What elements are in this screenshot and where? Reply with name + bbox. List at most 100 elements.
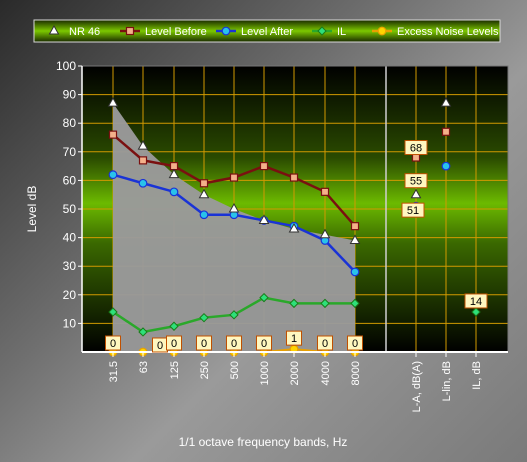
excess-value-label-box: [256, 335, 272, 351]
y-tick-label: 70: [63, 145, 77, 159]
level-after-point: [138, 178, 148, 188]
excess-value-label: 0: [157, 340, 163, 352]
il-point: [138, 327, 148, 337]
il-point: [350, 298, 360, 309]
excess-value-label-box: [347, 335, 363, 351]
level-before-point: [199, 179, 209, 188]
x-tick-label: 31.5: [108, 361, 120, 382]
y-tick-label: 40: [63, 231, 77, 245]
legend-label-level-before: Level Before: [145, 26, 207, 38]
y-tick-label: 80: [63, 116, 77, 130]
x-tick-label-summary: L-A, dB(A): [411, 361, 423, 412]
excess-value-label: 0: [352, 338, 358, 350]
nr-46-point: [319, 228, 331, 239]
series-layer: [107, 97, 481, 357]
il-summary-point: [471, 307, 481, 317]
legend-swatch-marker-level-before: [125, 26, 135, 36]
y-tick-label: 90: [63, 88, 77, 102]
x-tick-label: 500: [229, 361, 241, 379]
x-tick-label: 63: [138, 361, 150, 373]
legend-box: [33, 19, 501, 43]
excess-value-label: 0: [201, 338, 207, 350]
summary-value-label-box: [404, 173, 428, 189]
y-tick-label: 20: [63, 288, 77, 302]
x-tick-label: 1000: [259, 361, 271, 385]
level-after-point: [169, 187, 179, 197]
legend-swatch-marker-excess-noise-levels: [377, 26, 387, 36]
level-before-point: [169, 162, 179, 171]
y-tick-label: 60: [63, 173, 77, 187]
nr46-area-fill: [113, 103, 355, 353]
il-point: [169, 321, 179, 331]
legend-label-il: IL: [337, 26, 346, 38]
x-tick-label-summary: IL, dB: [471, 361, 483, 390]
legend-swatch-marker-level-after: [221, 26, 231, 36]
il-point: [108, 307, 118, 317]
excess-value-label-box: [105, 335, 121, 351]
y-tick-label: 50: [63, 202, 77, 216]
x-tick-label: 4000: [320, 361, 332, 385]
legend-label-excess-noise-levels: Excess Noise Levels: [397, 26, 499, 38]
summary-value-label: 51: [407, 205, 419, 217]
excess-value-label-box: [286, 330, 302, 346]
summary-value-label: 55: [410, 176, 422, 188]
nr-46-point: [288, 223, 300, 233]
level-before-point: [138, 156, 148, 165]
x-tick-label: 8000: [350, 361, 362, 385]
excess-value-label-box: [166, 335, 182, 351]
x-tick-label: 250: [199, 361, 211, 379]
level-before-summary-point: [441, 127, 451, 136]
nr-46-summary-point: [410, 188, 422, 199]
summary-value-label-box: [404, 140, 428, 156]
x-axis-title: 1/1 octave frequency bands, Hz: [179, 435, 348, 449]
excess-value-label-box: [226, 335, 242, 351]
summary-value-label-box: [464, 293, 488, 309]
level-after-point: [108, 170, 118, 180]
excess-value-label: 0: [231, 338, 237, 350]
level-before-point: [350, 222, 360, 231]
legend: NR 46 Level Before Level After IL Excess Noi…: [33, 19, 501, 43]
level-after-point: [350, 267, 360, 277]
legend-label-level-after: Level After: [241, 26, 293, 38]
il-point: [259, 292, 269, 303]
summary-value-label: 68: [410, 143, 422, 155]
summary-value-label-box: [401, 202, 425, 218]
excess-value-label-box: [317, 335, 333, 351]
nr-46-point: [258, 214, 270, 224]
level-before-point: [108, 130, 118, 139]
legend-swatch-marker-il: [317, 26, 327, 36]
nr-46-summary-point: [440, 97, 452, 107]
nr-46-point: [198, 188, 210, 199]
excess-value-label: 1: [291, 333, 297, 345]
level-before-summary-point: [411, 153, 421, 162]
level-before-point: [320, 187, 330, 196]
level-after-point: [199, 210, 209, 220]
legend-label-nr-46: NR 46: [69, 26, 100, 38]
x-tick-label: 2000: [289, 361, 301, 385]
excess-value-label: 0: [171, 338, 177, 350]
y-tick-label: 100: [56, 59, 76, 73]
il-point: [229, 310, 239, 320]
summary-value-label: 14: [470, 296, 482, 308]
nr-46-point: [137, 140, 149, 150]
legend-swatch-marker-nr-46: [48, 24, 60, 35]
nr-46-point: [349, 234, 361, 244]
level-before-point: [289, 173, 299, 182]
excess-value-label: 0: [322, 338, 328, 350]
excess-value-label: 0: [261, 338, 267, 350]
il-point: [320, 298, 330, 309]
nr-46-point: [168, 168, 180, 179]
y-tick-label: 30: [63, 259, 77, 273]
level-after-summary-point: [441, 161, 451, 171]
excess-value-label: 0: [110, 338, 116, 350]
y-tick-label: 10: [63, 316, 77, 330]
il-point: [199, 312, 209, 323]
level-before-point: [259, 162, 269, 171]
level-before-point: [229, 173, 239, 182]
excess-value-label-box: [196, 335, 212, 351]
nr-46-point: [228, 202, 240, 213]
il-point: [289, 298, 299, 309]
